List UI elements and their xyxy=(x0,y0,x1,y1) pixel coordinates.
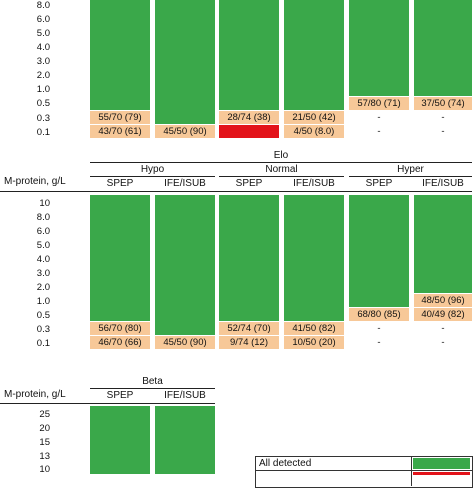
y-label: 13 xyxy=(39,451,50,462)
method-label: IFE/ISUB xyxy=(164,178,206,189)
cell-partial: 46/70 (66) xyxy=(90,336,150,349)
cell-detected xyxy=(414,195,472,293)
cell-partial: 45/50 (90) xyxy=(155,336,215,349)
group-rule xyxy=(90,176,215,177)
y-label: 0.5 xyxy=(36,310,50,321)
cell-detected xyxy=(90,0,150,110)
cell-empty: - xyxy=(377,337,381,348)
cell-detected xyxy=(349,195,409,307)
cell-empty: - xyxy=(377,126,381,137)
legend-divider xyxy=(255,470,473,471)
cell-partial: 48/50 (96) xyxy=(414,294,472,307)
y-label: 1.0 xyxy=(36,84,50,95)
y-label: 2.0 xyxy=(36,70,50,81)
cell-partial: 45/50 (90) xyxy=(155,125,215,138)
y-label: 0.1 xyxy=(36,338,50,349)
y-label: 6.0 xyxy=(36,14,50,25)
method-label: IFE/ISUB xyxy=(293,178,335,189)
y-label: 2.0 xyxy=(36,282,50,293)
y-label: 6.0 xyxy=(36,226,50,237)
cell-detected xyxy=(90,406,150,474)
cell-empty: - xyxy=(377,323,381,334)
cell-empty: - xyxy=(441,112,445,123)
y-label: 10 xyxy=(39,464,50,475)
cell-empty: - xyxy=(441,337,445,348)
y-label: 8.0 xyxy=(36,212,50,223)
cell-detected xyxy=(90,195,150,321)
legend-swatch-detected xyxy=(413,458,470,469)
y-label: 3.0 xyxy=(36,268,50,279)
cell-empty: - xyxy=(441,323,445,334)
y-label: 5.0 xyxy=(36,240,50,251)
axis-label: M-protein, g/L xyxy=(4,176,66,187)
cell-detected xyxy=(349,0,409,96)
y-label: 0.3 xyxy=(36,113,50,124)
cell-detected xyxy=(284,0,344,110)
panel-title: Beta xyxy=(142,376,163,387)
cell-none xyxy=(219,125,279,138)
cell-detected xyxy=(219,195,279,321)
cell-partial: 4/50 (8.0) xyxy=(284,125,344,138)
cell-partial: 40/49 (82) xyxy=(414,308,472,321)
header-rule xyxy=(90,162,472,163)
group-rule xyxy=(219,176,344,177)
y-label: 8.0 xyxy=(36,0,50,11)
method-label: SPEP xyxy=(106,178,134,189)
y-label: 5.0 xyxy=(36,28,50,39)
cell-partial: 52/74 (70) xyxy=(219,322,279,335)
cell-detected xyxy=(155,0,215,124)
y-label: 0.5 xyxy=(36,98,50,109)
cell-partial: 41/50 (82) xyxy=(284,322,344,335)
header-rule xyxy=(0,403,215,404)
method-label: IFE/ISUB xyxy=(422,178,464,189)
y-label: 4.0 xyxy=(36,42,50,53)
group-label: Hyper xyxy=(397,164,424,175)
y-label: 15 xyxy=(39,437,50,448)
method-label: SPEP xyxy=(106,390,134,401)
y-label: 25 xyxy=(39,409,50,420)
y-label: 3.0 xyxy=(36,56,50,67)
header-rule xyxy=(90,388,215,389)
cell-partial: 21/50 (42) xyxy=(284,111,344,124)
cell-detected xyxy=(155,195,215,335)
cell-detected xyxy=(284,195,344,321)
cell-empty: - xyxy=(441,126,445,137)
cell-partial: 57/80 (71) xyxy=(349,97,409,110)
method-label: SPEP xyxy=(235,178,263,189)
legend-label: All detected xyxy=(259,458,312,469)
cell-partial: 28/74 (38) xyxy=(219,111,279,124)
group-rule xyxy=(349,176,472,177)
legend-divider xyxy=(411,456,412,486)
cell-partial: 55/70 (79) xyxy=(90,111,150,124)
y-label: 0.1 xyxy=(36,127,50,138)
panel-title: Elo xyxy=(273,150,289,161)
y-label: 10 xyxy=(39,198,50,209)
cell-partial: 56/70 (80) xyxy=(90,322,150,335)
cell-partial: 68/80 (85) xyxy=(349,308,409,321)
group-label: Normal xyxy=(265,164,298,175)
y-label: 1.0 xyxy=(36,296,50,307)
method-label: IFE/ISUB xyxy=(164,390,206,401)
y-label: 4.0 xyxy=(36,254,50,265)
header-rule xyxy=(0,191,472,192)
y-label: 20 xyxy=(39,423,50,434)
cell-partial: 10/50 (20) xyxy=(284,336,344,349)
method-label: SPEP xyxy=(365,178,393,189)
cell-partial: 9/74 (12) xyxy=(219,336,279,349)
cell-detected xyxy=(155,406,215,474)
axis-label: M-protein, g/L xyxy=(4,389,66,400)
group-label: Hypo xyxy=(140,164,165,175)
y-label: 0.3 xyxy=(36,324,50,335)
cell-partial: 43/70 (61) xyxy=(90,125,150,138)
cell-partial: 37/50 (74) xyxy=(414,97,472,110)
cell-empty: - xyxy=(377,112,381,123)
cell-detected xyxy=(414,0,472,96)
cell-detected xyxy=(219,0,279,110)
